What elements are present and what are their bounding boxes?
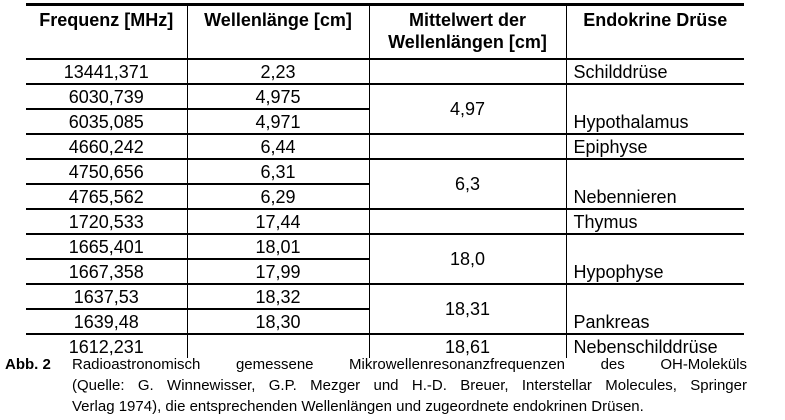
cell-frequency: 1665,401 — [26, 234, 188, 260]
cell-wavelength: 18,30 — [187, 309, 370, 335]
cell-wavelength: 17,44 — [187, 209, 370, 235]
cell-mean: 4,97 — [369, 84, 567, 135]
cell-frequency: 1637,53 — [26, 284, 188, 310]
cell-gland: Epiphyse — [566, 134, 744, 160]
caption-line: Radioastronomisch gemessene Mikrowellenr… — [72, 356, 747, 373]
table-row: 1667,358 17,99 — [26, 259, 744, 285]
caption-label: Abb. 2 — [5, 356, 51, 373]
cell-wavelength: 4,971 — [187, 109, 370, 135]
table-row: 4765,562 6,29 — [26, 184, 744, 210]
cell-wavelength: 6,29 — [187, 184, 370, 210]
table-row: 6030,739 4,975 4,97 Hypothalamus — [26, 84, 744, 135]
table-row: 4660,242 6,44 Epiphyse — [26, 134, 744, 160]
cell-gland: Pankreas — [566, 284, 744, 335]
cell-wavelength: 18,32 — [187, 284, 370, 310]
cell-frequency: 1639,48 — [26, 309, 188, 335]
table-row: 13441,371 2,23 Schilddrüse — [26, 59, 744, 85]
cell-frequency: 6030,739 — [26, 84, 188, 110]
caption-line: Verlag 1974), die entsprechenden Wellenl… — [72, 398, 644, 415]
col-header-wavelength: Wellenlänge [cm] — [187, 4, 370, 60]
table-row: 1637,53 18,32 18,31 Pankreas — [26, 284, 744, 335]
cell-frequency: 1667,358 — [26, 259, 188, 285]
cell-mean — [369, 209, 567, 235]
cell-wavelength: 4,975 — [187, 84, 370, 110]
cell-wavelength: 6,44 — [187, 134, 370, 160]
caption-line: (Quelle: G. Winnewisser, G.P. Mezger und… — [72, 377, 747, 394]
cell-frequency: 4750,656 — [26, 159, 188, 185]
cell-mean: 6,3 — [369, 159, 567, 210]
cell-gland: Schilddrüse — [566, 59, 744, 85]
table-row: 1720,533 17,44 Thymus — [26, 209, 744, 235]
cell-frequency: 4765,562 — [26, 184, 188, 210]
cell-wavelength: 18,01 — [187, 234, 370, 260]
cell-mean: 18,31 — [369, 284, 567, 335]
cell-gland: Nebennieren — [566, 159, 744, 210]
cell-frequency: 13441,371 — [26, 59, 188, 85]
table-row: 4750,656 6,31 6,3 Nebennieren — [26, 159, 744, 210]
cell-mean — [369, 59, 567, 85]
col-header-mean-wavelength: Mittelwert der Wellenlängen [cm] — [369, 4, 567, 60]
cell-mean — [369, 134, 567, 160]
table-row: 1639,48 18,30 — [26, 309, 744, 335]
table-row: 1665,401 18,01 18,0 Hypophyse — [26, 234, 744, 285]
cell-frequency: 4660,242 — [26, 134, 188, 160]
cell-wavelength: 6,31 — [187, 159, 370, 185]
resonance-frequency-table: Frequenz [MHz] Wellenlänge [cm] Mittelwe… — [26, 3, 744, 358]
cell-mean: 18,61 — [369, 334, 567, 358]
cell-gland: Thymus — [566, 209, 744, 235]
cell-gland: Hypophyse — [566, 234, 744, 285]
cell-mean: 18,0 — [369, 234, 567, 285]
cell-wavelength: 17,99 — [187, 259, 370, 285]
cell-wavelength: 2,23 — [187, 59, 370, 85]
table-row: 6035,085 4,971 — [26, 109, 744, 135]
cell-gland: Hypothalamus — [566, 84, 744, 135]
cell-gland: Nebenschilddrüse — [573, 336, 718, 357]
cell-frequency: 1720,533 — [26, 209, 188, 235]
table-row: 1612,231 18,61 Nebenschilddrüse — [26, 334, 744, 358]
col-header-frequency: Frequenz [MHz] — [26, 4, 188, 60]
table-header-row: Frequenz [MHz] Wellenlänge [cm] Mittelwe… — [26, 4, 744, 60]
cell-frequency: 6035,085 — [26, 109, 188, 135]
col-header-gland: Endokrine Drüse — [566, 4, 744, 60]
caption-text: Radioastronomisch gemessene Mikrowellenr… — [72, 354, 747, 417]
figure-caption: Abb. 2 Radioastronomisch gemessene Mikro… — [5, 354, 747, 417]
cell-wavelength — [187, 334, 370, 358]
cell-frequency: 1612,231 — [26, 334, 188, 358]
